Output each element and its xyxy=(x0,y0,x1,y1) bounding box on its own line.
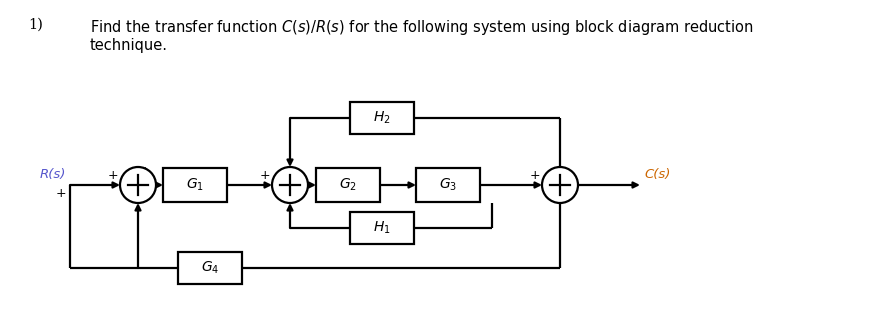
Text: +: + xyxy=(259,169,270,182)
Text: R(s): R(s) xyxy=(40,168,66,181)
Text: -: - xyxy=(282,165,287,179)
Text: +: + xyxy=(140,165,151,178)
Text: Find the transfer function $C(s)/R(s)$ for the following system using block diag: Find the transfer function $C(s)/R(s)$ f… xyxy=(90,18,754,37)
Bar xyxy=(316,168,380,202)
Text: +: + xyxy=(292,169,303,182)
Text: $G_3$: $G_3$ xyxy=(439,177,457,193)
Circle shape xyxy=(120,167,156,203)
Text: $G_2$: $G_2$ xyxy=(339,177,357,193)
Text: $H_1$: $H_1$ xyxy=(373,220,391,236)
Text: +: + xyxy=(56,187,66,200)
Text: +: + xyxy=(108,169,118,182)
Circle shape xyxy=(542,167,578,203)
Text: C(s): C(s) xyxy=(644,168,670,181)
Circle shape xyxy=(272,167,308,203)
Text: $G_4$: $G_4$ xyxy=(201,260,219,276)
Bar xyxy=(178,252,242,284)
Text: technique.: technique. xyxy=(90,38,168,53)
Text: 1): 1) xyxy=(28,18,43,32)
Bar xyxy=(350,102,414,134)
Bar xyxy=(163,168,227,202)
Text: $G_1$: $G_1$ xyxy=(186,177,204,193)
Bar xyxy=(350,212,414,244)
Text: +: + xyxy=(562,192,572,205)
Bar xyxy=(416,168,480,202)
Text: -: - xyxy=(282,191,287,205)
Text: +: + xyxy=(529,169,540,182)
Text: $H_2$: $H_2$ xyxy=(373,110,391,126)
